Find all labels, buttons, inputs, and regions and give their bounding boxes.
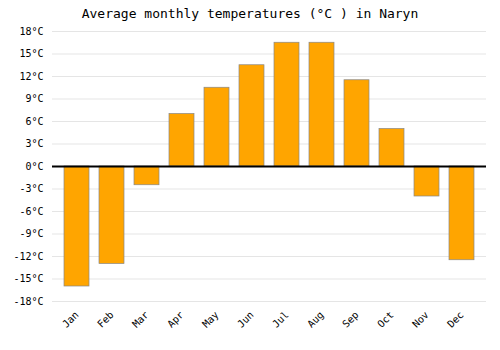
svg-text:-18°C: -18°C [13, 296, 43, 307]
svg-text:Jan: Jan [60, 309, 81, 330]
svg-text:18°C: 18°C [19, 26, 43, 37]
svg-text:Dec: Dec [445, 309, 466, 330]
svg-text:May: May [200, 309, 221, 330]
svg-text:0°C: 0°C [25, 161, 43, 172]
svg-text:12°C: 12°C [19, 71, 43, 82]
html-text:Average monthly temperatures (: Average monthly temperatures (°C ) in Na… [81, 6, 419, 21]
svg-text:-12°C: -12°C [13, 251, 43, 262]
svg-text:-6°C: -6°C [19, 206, 43, 217]
svg-text:Nov: Nov [410, 309, 431, 330]
svg-text:3°C: 3°C [25, 138, 43, 149]
svg-text:Oct: Oct [375, 309, 396, 330]
svg-text:Jun: Jun [235, 309, 256, 330]
svg-text:9°C: 9°C [25, 93, 43, 104]
svg-text:Apr: Apr [165, 309, 186, 330]
svg-text:15°C: 15°C [19, 48, 43, 59]
svg-text:-15°C: -15°C [13, 273, 43, 284]
svg-text:-9°C: -9°C [19, 228, 43, 239]
svg-text:-3°C: -3°C [19, 183, 43, 194]
svg-text:Mar: Mar [130, 309, 151, 330]
svg-text:Feb: Feb [95, 309, 116, 330]
svg-text:Sep: Sep [340, 309, 361, 330]
svg-text:Aug: Aug [305, 309, 326, 330]
svg-text:6°C: 6°C [25, 116, 43, 127]
svg-text:Jul: Jul [270, 309, 291, 330]
